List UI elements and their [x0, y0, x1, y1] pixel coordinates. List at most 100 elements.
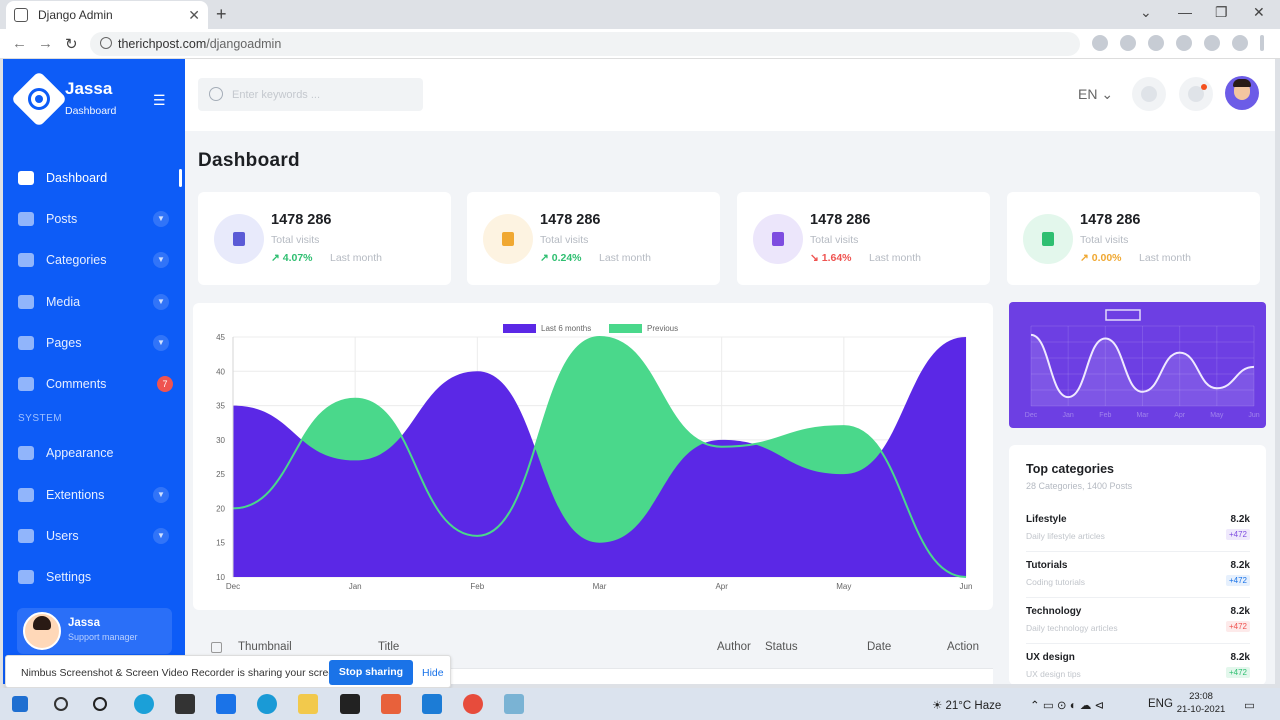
chevron-down-icon[interactable]: ▼	[153, 528, 169, 545]
category-description: Coding tutorials	[1026, 577, 1086, 587]
language-selector[interactable]: EN ⌄	[1078, 86, 1113, 103]
sidebar-item-dashboard[interactable]: Dashboard	[3, 157, 185, 198]
close-tab-icon[interactable]: ✕	[188, 6, 200, 23]
task-view-icon[interactable]	[93, 697, 107, 711]
y-tick-label: 10	[216, 573, 225, 582]
mail-icon[interactable]	[216, 694, 236, 714]
minimize-icon[interactable]: —	[1178, 4, 1192, 20]
sidebar-item-users[interactable]: Users ▼	[3, 515, 185, 556]
top-categories-card: Top categories 28 Categories, 1400 Posts…	[1009, 445, 1266, 684]
vscode-icon[interactable]	[422, 694, 442, 714]
stat-card: 1478 286 Total visits ↘ 1.64% Last month	[737, 192, 990, 285]
chevron-down-icon[interactable]: ▼	[153, 210, 169, 227]
x-tick-label: Apr	[1174, 412, 1186, 419]
extensions-icon	[18, 487, 34, 502]
legend-swatch	[1105, 309, 1141, 321]
mini-chart-card: Dec Jan Feb Mar Apr May Jun	[1009, 302, 1266, 428]
y-tick-label: 35	[216, 402, 225, 411]
app-icon[interactable]	[381, 694, 401, 714]
stat-period: Last month	[869, 252, 921, 264]
sidebar-item-categories[interactable]: Categories ▼	[3, 240, 185, 281]
stat-label: Total visits	[271, 234, 320, 246]
notification-center-icon[interactable]: ▭	[1244, 700, 1255, 712]
weather-widget[interactable]: ☀ 21°C Haze	[932, 698, 1001, 712]
tray-icons[interactable]: ⌃ ▭ ⊙ ◐ ☁ ⊲	[1030, 700, 1105, 712]
edge-browser-icon[interactable]	[134, 694, 154, 714]
y-tick-label: 30	[216, 436, 225, 445]
sticky-notes-icon[interactable]	[340, 694, 360, 714]
pages-icon	[18, 335, 34, 350]
column-header-status[interactable]: Status	[765, 641, 798, 653]
file-explorer-icon[interactable]	[298, 694, 318, 714]
windows-start-icon[interactable]	[12, 696, 28, 712]
extension-icons	[1092, 35, 1264, 51]
stat-change-value: 1.64%	[821, 252, 852, 264]
sidebar-item-appearance[interactable]: Appearance	[3, 433, 185, 474]
column-header-author[interactable]: Author	[717, 641, 751, 653]
x-tick-label: Feb	[1099, 412, 1111, 419]
puzzle-icon[interactable]	[1204, 35, 1220, 51]
sidebar-item-comments[interactable]: Comments 7	[3, 363, 185, 404]
sidebar-item-settings[interactable]: Settings	[3, 557, 185, 598]
column-header-date[interactable]: Date	[867, 641, 892, 653]
list-item[interactable]: Tutorials Coding tutorials 8.2k +472	[1026, 552, 1250, 598]
input-language[interactable]: ENG	[1148, 698, 1173, 710]
select-all-checkbox[interactable]	[211, 642, 222, 653]
sidebar-item-media[interactable]: Media ▼	[3, 281, 185, 322]
sidebar-item-posts[interactable]: Posts ▼	[3, 198, 185, 239]
system-clock[interactable]: 23:08 21-10-2021	[1176, 690, 1226, 716]
chrome-icon[interactable]	[463, 694, 483, 714]
user-avatar[interactable]	[1225, 76, 1259, 110]
record-extension-icon[interactable]	[1176, 35, 1192, 51]
back-icon[interactable]: ←	[12, 35, 27, 52]
chart-icon	[502, 232, 514, 246]
url-field[interactable]: therichpost.com/djangoadmin	[90, 32, 1080, 56]
profile-avatar-icon[interactable]	[1232, 35, 1248, 51]
top-categories-subtitle: 28 Categories, 1400 Posts	[1026, 481, 1133, 491]
sidebar-item-pages[interactable]: Pages ▼	[3, 322, 185, 363]
brand-subtitle: Dashboard	[65, 105, 117, 117]
theme-toggle-button[interactable]	[1132, 77, 1166, 111]
app-icon[interactable]	[504, 694, 524, 714]
window-close-icon[interactable]: ✕	[1253, 4, 1265, 20]
chevron-down-icon[interactable]: ▼	[153, 486, 169, 503]
reload-icon[interactable]: ↻	[65, 36, 78, 53]
list-item[interactable]: UX design UX design tips 8.2k +472	[1026, 644, 1250, 684]
collapse-sidebar-icon[interactable]: ☰	[153, 92, 166, 108]
hide-button[interactable]: Hide	[422, 667, 444, 679]
stat-change: ↗ 4.07%	[271, 252, 313, 264]
chart-icon	[772, 232, 784, 246]
category-delta-badge: +472	[1225, 529, 1250, 540]
sidebar-profile[interactable]: Jassa Support manager	[17, 608, 172, 654]
search-input[interactable]	[232, 78, 417, 111]
skype-icon[interactable]	[257, 694, 277, 714]
browser-tab[interactable]: Django Admin ✕	[6, 1, 208, 29]
new-tab-button[interactable]: +	[216, 4, 227, 24]
stat-icon	[214, 214, 264, 264]
column-header-title[interactable]: Title	[378, 641, 400, 653]
shield-extension-icon[interactable]	[1148, 35, 1164, 51]
x-tick-label: May	[1210, 412, 1224, 419]
chevron-down-icon[interactable]: ▼	[153, 252, 169, 269]
category-name: UX design	[1026, 652, 1075, 663]
site-info-icon[interactable]	[100, 37, 112, 49]
chevron-down-icon[interactable]: ▼	[153, 293, 169, 310]
maximize-icon[interactable]: ❐	[1215, 4, 1228, 20]
sidebar-item-extensions[interactable]: Extentions ▼	[3, 474, 185, 515]
notifications-button[interactable]	[1179, 77, 1213, 111]
store-icon[interactable]	[175, 694, 195, 714]
extension-icon[interactable]	[1092, 35, 1108, 51]
column-header-thumbnail[interactable]: Thumbnail	[238, 641, 292, 653]
stat-icon	[753, 214, 803, 264]
tab-search-icon[interactable]: ⌄	[1140, 4, 1152, 20]
list-item[interactable]: Technology Daily technology articles 8.2k +…	[1026, 598, 1250, 644]
chevron-down-icon[interactable]: ▼	[153, 334, 169, 351]
forward-icon[interactable]: →	[38, 35, 53, 52]
y-tick-label: 20	[216, 504, 225, 513]
extension-icon[interactable]	[1120, 35, 1136, 51]
stop-sharing-button[interactable]: Stop sharing	[329, 660, 413, 685]
browser-menu-icon[interactable]	[1260, 35, 1264, 51]
list-item[interactable]: Lifestyle Daily lifestyle articles 8.2k +47…	[1026, 506, 1250, 552]
search-icon[interactable]	[54, 697, 68, 711]
legend-label: Previous	[647, 324, 678, 333]
